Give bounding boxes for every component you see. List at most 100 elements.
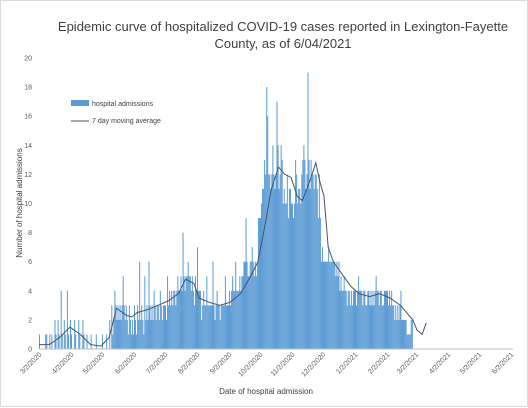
admission-bar <box>286 174 288 349</box>
admission-bar <box>188 276 190 349</box>
y-tick-label: 10 <box>24 201 32 208</box>
admission-bar <box>134 305 136 349</box>
admission-bar <box>322 261 324 349</box>
admission-bar <box>185 276 187 349</box>
admission-bar <box>302 159 304 349</box>
admission-bar <box>163 305 165 349</box>
admission-bar <box>223 305 225 349</box>
admission-bar <box>344 290 346 349</box>
x-tick-label: 6/2/2021 <box>491 351 515 375</box>
admission-bar <box>119 305 121 349</box>
admission-bar <box>226 305 228 349</box>
admission-bar <box>219 319 221 349</box>
admission-bar <box>363 290 365 349</box>
admission-bar <box>123 305 125 349</box>
admission-bar <box>229 290 231 349</box>
admission-bar <box>235 261 237 349</box>
admission-bar <box>227 305 229 349</box>
admission-bar <box>277 145 279 349</box>
admission-bar <box>172 305 174 349</box>
admission-bar <box>346 305 348 349</box>
admission-bar <box>350 290 352 349</box>
admission-bar <box>349 305 351 349</box>
admission-bar <box>164 305 166 349</box>
admission-bar <box>404 319 406 349</box>
admission-bar <box>384 290 386 349</box>
admission-bar <box>337 276 339 349</box>
admission-bar <box>75 334 77 349</box>
admission-bar <box>321 247 323 349</box>
admission-bar <box>159 290 161 349</box>
admission-bar <box>82 319 84 349</box>
admission-bar <box>167 276 169 349</box>
admission-bar <box>166 319 168 349</box>
admission-bar <box>289 188 291 349</box>
admission-bar <box>180 276 182 349</box>
admission-bar <box>316 188 318 349</box>
admission-bar <box>400 290 402 349</box>
x-tick-label: 8/2/2020 <box>177 351 201 375</box>
y-tick-label: 18 <box>24 85 32 92</box>
y-axis-title: Number of hospital admissions <box>15 148 24 257</box>
admission-bar <box>247 276 249 349</box>
admission-bar <box>308 159 310 349</box>
admission-bar <box>306 174 308 349</box>
admission-bar <box>399 305 401 349</box>
admission-bar <box>186 276 188 349</box>
admission-bar <box>336 261 338 349</box>
admission-bar <box>51 334 53 349</box>
admission-bar <box>138 319 140 349</box>
admission-bar <box>389 290 391 349</box>
admission-bar <box>327 261 329 349</box>
admission-bar <box>330 261 332 349</box>
admission-bar <box>287 218 289 349</box>
admission-bar <box>209 305 211 349</box>
admission-bar <box>141 305 143 349</box>
y-tick-label: 20 <box>24 56 32 63</box>
admission-bar <box>253 276 255 349</box>
admission-bar <box>313 188 315 349</box>
admission-bar <box>284 203 286 349</box>
plot-area <box>39 72 427 350</box>
x-tick-label: 12/2/2020 <box>300 351 327 378</box>
admission-bar <box>54 319 56 349</box>
admission-bar <box>345 290 347 349</box>
x-tick-label: 4/2/2020 <box>51 351 75 375</box>
admission-bar <box>71 334 73 349</box>
y-tick-label: 12 <box>24 172 32 179</box>
admission-bar <box>230 305 232 349</box>
admission-bar <box>151 305 153 349</box>
admission-bar <box>288 188 290 349</box>
admission-bar <box>125 305 127 349</box>
admission-bar <box>324 261 326 349</box>
admission-bar <box>366 305 368 349</box>
chart-title-line-1: Epidemic curve of hospitalized COVID-19 … <box>58 19 508 34</box>
x-tick-label: 5/2/2020 <box>82 351 106 375</box>
y-tick-label: 0 <box>28 347 32 354</box>
admission-bar <box>197 247 199 349</box>
admission-bar <box>359 290 361 349</box>
admission-bar <box>116 319 118 349</box>
admission-bar <box>184 290 186 349</box>
admission-bar <box>135 319 137 349</box>
admission-bar <box>270 188 272 349</box>
admission-bar <box>83 334 85 349</box>
admission-bar <box>368 290 370 349</box>
admission-bar <box>208 305 210 349</box>
admission-bar <box>331 261 333 349</box>
admission-bar <box>317 218 319 349</box>
moving-average-line <box>39 160 427 347</box>
admission-bar <box>137 305 139 349</box>
admission-bar <box>265 174 267 349</box>
admission-bar <box>315 174 317 349</box>
y-tick-label: 16 <box>24 114 32 121</box>
admission-bar <box>216 290 218 349</box>
admission-bar <box>264 159 266 349</box>
admission-bar <box>257 218 259 349</box>
admission-bar <box>118 319 120 349</box>
admission-bar <box>409 334 411 349</box>
admission-bar <box>381 305 383 349</box>
admission-bar <box>205 305 207 349</box>
admission-bar <box>201 319 203 349</box>
